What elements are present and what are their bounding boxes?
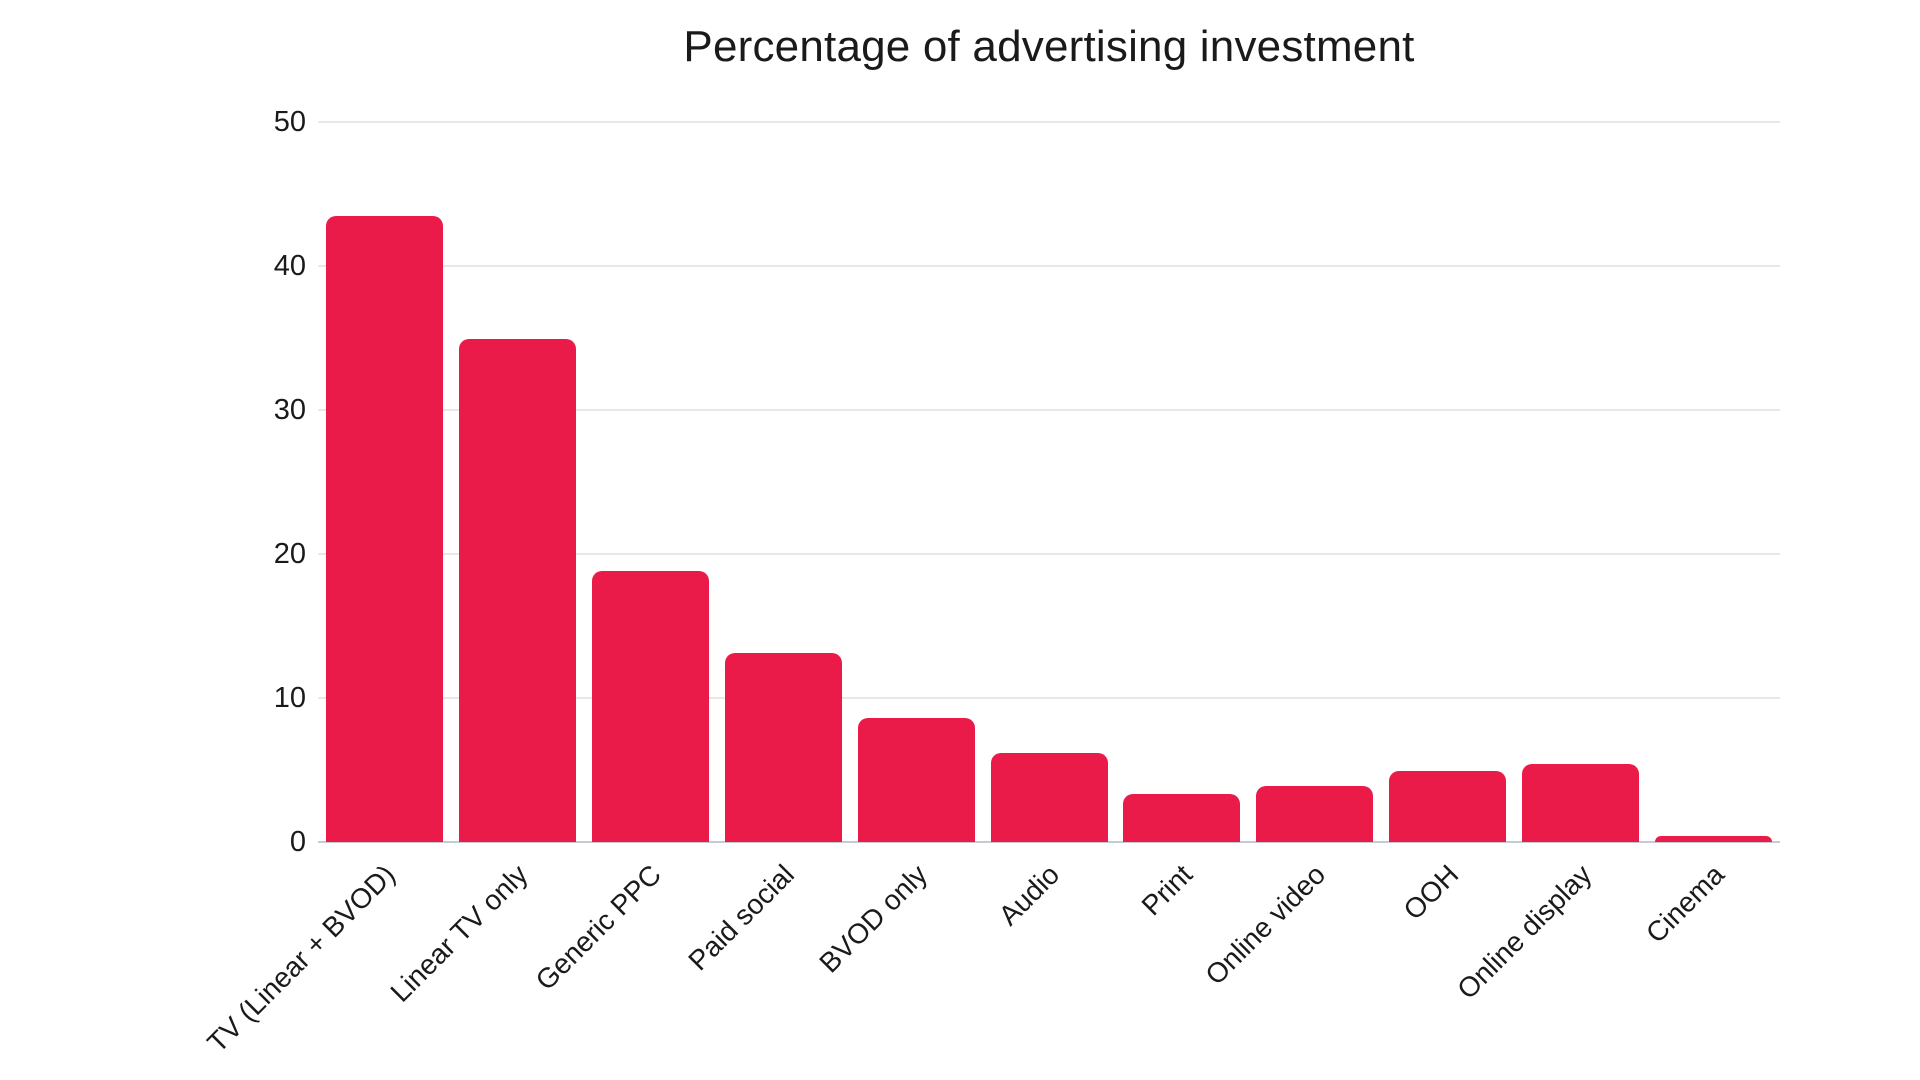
gridline	[318, 697, 1780, 699]
x-axis-label: Paid social	[682, 858, 800, 977]
gridline	[318, 409, 1780, 411]
x-axis-label: Online display	[1450, 858, 1598, 1005]
bar-print	[1123, 794, 1241, 842]
bar-tv-linear-bvod	[325, 216, 443, 842]
x-axis-label: Print	[1135, 858, 1199, 922]
bar-ooh	[1389, 771, 1507, 842]
gridline	[318, 553, 1780, 555]
bar-generic-ppc	[591, 571, 709, 842]
bar-bvod-only	[857, 718, 975, 842]
x-axis-line	[318, 841, 1780, 843]
x-axis-label: Audio	[993, 858, 1066, 932]
gridline	[318, 121, 1780, 123]
bar-linear-tv-only	[458, 339, 576, 842]
y-tick-label: 50	[273, 106, 306, 138]
x-axis-label: Online video	[1199, 858, 1332, 991]
x-axis-label: Generic PPC	[529, 858, 667, 997]
bar-online-display	[1522, 764, 1640, 842]
y-tick-label: 0	[289, 826, 306, 858]
y-tick-label: 30	[273, 394, 306, 426]
x-axis-label: OOH	[1397, 858, 1465, 926]
x-axis-label: TV (Linear + BVOD)	[201, 858, 402, 1059]
y-tick-label: 40	[273, 250, 306, 282]
bar-online-video	[1256, 786, 1374, 842]
y-tick-label: 10	[273, 682, 306, 714]
bar-audio	[990, 753, 1108, 842]
y-tick-label: 20	[273, 538, 306, 570]
chart-title: Percentage of advertising investment	[683, 22, 1415, 71]
x-axis-label: Cinema	[1640, 858, 1731, 949]
bar-cinema	[1655, 836, 1773, 842]
x-axis-label: BVOD only	[812, 858, 933, 979]
x-axis-label: Linear TV only	[384, 858, 535, 1008]
bar-paid-social	[724, 653, 842, 842]
gridline	[318, 265, 1780, 267]
